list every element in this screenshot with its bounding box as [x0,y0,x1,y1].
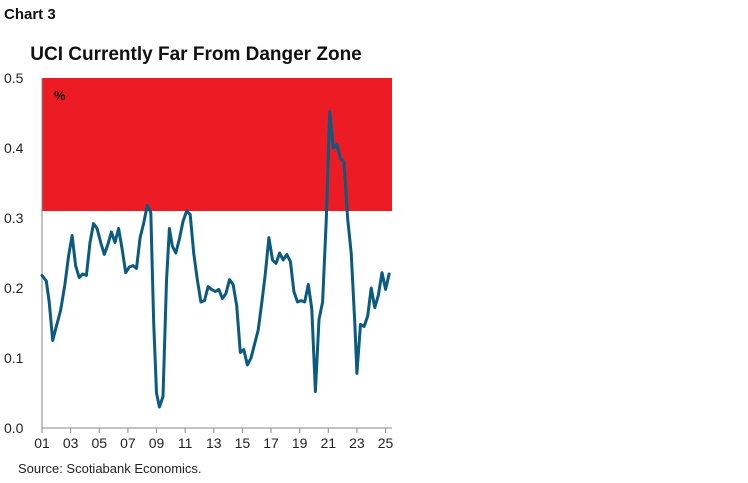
x-tick-label: 03 [63,435,79,451]
chart-number-label: Chart 3 [4,6,56,23]
y-tick-label: 0.3 [4,210,24,226]
y-tick-label: 0.5 [4,70,24,86]
uci-series-line [40,110,391,409]
x-tick-label: 09 [149,435,165,451]
y-tick-label: 0.1 [4,350,24,366]
y-tick-label: 0.2 [4,280,24,296]
x-tick-label: 05 [91,435,107,451]
danger-zone-band [42,78,392,211]
y-tick-label: 0.4 [4,140,24,156]
x-tick-label: 17 [263,435,279,451]
chart-title: UCI Currently Far From Danger Zone [30,44,362,65]
x-tick-label: 15 [235,435,251,451]
y-tick-label: 0.0 [4,420,24,436]
x-tick-label: 25 [378,435,394,451]
x-tick-label: 19 [292,435,308,451]
x-tick-label: 01 [34,435,50,451]
x-tick-label: 11 [178,435,193,451]
unit-label: % [54,88,66,103]
source-note: Source: Scotiabank Economics. [18,461,202,476]
x-tick-label: 13 [206,435,222,451]
x-tick-label: 23 [349,435,365,451]
x-tick-label: 21 [321,435,337,451]
x-tick-label: 07 [120,435,136,451]
